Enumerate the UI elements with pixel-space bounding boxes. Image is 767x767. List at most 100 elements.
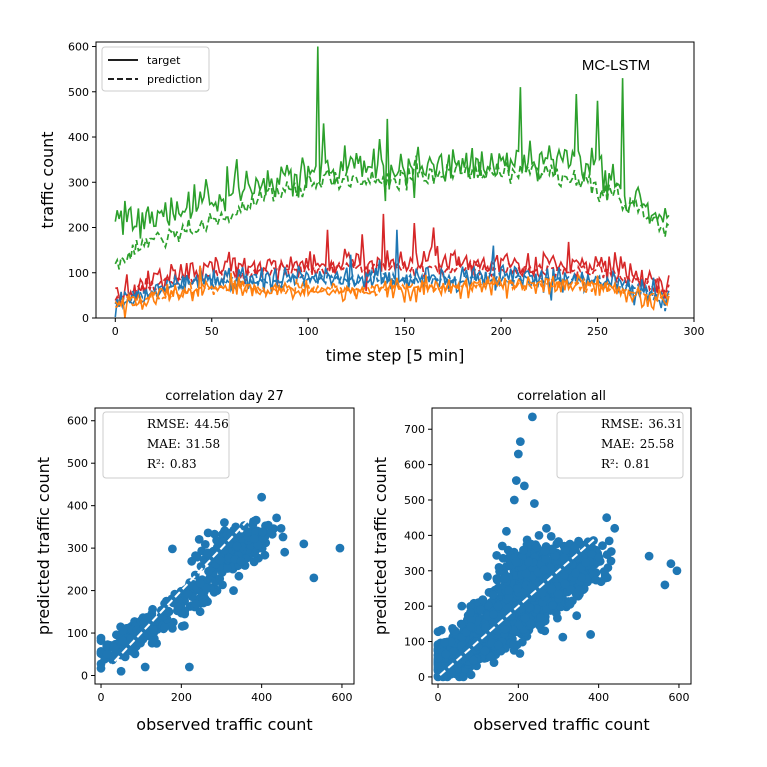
stat-value: 0.83 [170,457,197,471]
scatter-point [102,649,112,659]
scatter-point [160,599,170,608]
scatter-point [140,662,150,672]
scatter-point [215,574,225,584]
target-line-2 [115,213,670,305]
scatter-point [514,620,524,630]
scatter-point [142,613,152,622]
scatter-point [520,613,530,623]
scatter-point [497,541,507,551]
target-line-3 [114,229,670,318]
y-tick-label: 200 [67,585,88,598]
scatter-point [335,543,345,553]
scatter-point [229,586,238,595]
axes-frame [95,41,695,319]
scatter-point [511,557,521,567]
x-tick-label: 200 [491,325,512,338]
scatter-point [96,633,106,643]
scatter-point [249,534,259,543]
scatter-point [672,566,682,576]
legend-label-target: target [147,54,181,67]
scatter-point [224,539,234,548]
scatter-point [572,611,582,621]
scatter-point [540,546,550,556]
x-tick-label: 0 [98,691,105,704]
scatter-point [258,527,267,537]
scatter-point [594,553,604,562]
stat-row: RMSE: 44.56 [147,417,229,431]
scatter-point [511,601,521,611]
x-tick-label: 100 [298,325,319,338]
scatter-point [440,638,449,647]
scatter-point [660,580,670,590]
scatter-point [462,646,471,655]
y-tick-label: 100 [67,627,88,640]
scatter-point [177,621,187,631]
y-tick-label: 200 [68,222,89,235]
scatter-point [199,598,208,608]
scatter-point [183,589,193,599]
legend-box [101,46,210,92]
scatter-point [560,579,570,589]
scatter-point [559,553,569,563]
scatter-point [574,586,584,595]
scatter-point [116,666,126,676]
scatter-point [591,575,601,585]
x-axis-label: observed traffic count [473,715,649,734]
scatter-point [466,608,475,617]
stat-label: RMSE: [147,417,189,431]
scatter-point [102,641,112,651]
scatter-point [184,662,194,672]
y-tick-label: 500 [404,494,425,507]
stat-value: 31.58 [186,437,220,451]
scatter-point [267,527,276,537]
stat-value: 25.58 [640,437,674,451]
model-annotation: MC-LSTM [582,57,650,74]
scatter-point [135,633,144,643]
x-tick-label: 400 [588,691,609,704]
scatter-point [309,573,319,583]
scatter-point [492,551,502,560]
y-tick-label: 0 [82,312,89,325]
y-tick-label: 0 [81,670,88,683]
prediction-line-1 [114,155,670,270]
scatter-point [515,437,525,447]
y-tick-label: 300 [68,176,89,189]
scatter-point [118,626,128,636]
legend: target prediction [101,46,210,92]
y-tick-label: 600 [67,415,88,428]
x-tick-label: 150 [394,325,415,338]
x-axis-label: time step [5 min] [326,346,465,365]
stat-label: R²: [601,457,619,471]
scatter-point [457,601,467,611]
x-tick-label: 400 [251,691,272,704]
scatter-point [598,541,607,550]
scatter-point [610,523,620,533]
scatter-points [96,492,345,676]
scatter-point [571,568,580,578]
scatter-point [195,578,205,588]
scatter-point [466,622,476,632]
scatter-point [602,513,612,523]
scatter-point [480,646,490,656]
scatter-point [581,558,591,568]
scatter-point [554,537,563,546]
scatter-point [263,520,273,530]
stat-value: 0.81 [624,457,651,471]
scatter-point [500,625,510,634]
scatter-point [478,595,488,604]
scatter-point [251,515,261,525]
scatter-point [553,589,563,599]
x-tick-label: 200 [171,691,192,704]
scatter-point [299,539,309,549]
scatter-point [203,528,213,538]
scatter-point [493,601,503,611]
scatter-point [200,540,210,549]
scatter-point [526,583,536,592]
scatter-point [196,562,206,571]
scatter-point [492,575,502,585]
y-tick-label: 100 [68,267,89,280]
scatter-point [560,546,570,556]
x-tick-label: 600 [331,691,352,704]
scatter-point [160,622,170,632]
scatter-point [232,541,242,551]
